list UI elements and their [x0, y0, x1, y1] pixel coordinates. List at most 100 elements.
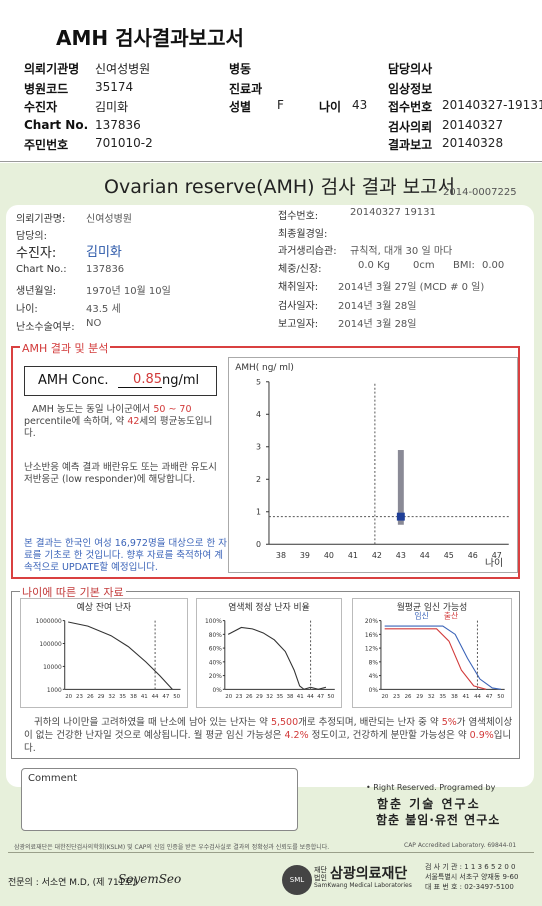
amh-x-tick-label: 47 — [492, 551, 502, 560]
amh-range-bar — [397, 450, 404, 525]
mini-x-tick-label: 35 — [439, 694, 446, 700]
mini-y-tick-label: 4% — [369, 674, 379, 680]
cycle-value: 규칙적, 대개 30 일 마다 — [350, 246, 453, 257]
summary-b: 개로 추정되며, 배란되는 난자 중 — [298, 717, 427, 728]
value-resident-no: 701010-2 — [95, 136, 153, 150]
lab-info-line: 검 사 기 관 : 1 1 3 6 5 2 0 0 — [425, 863, 516, 871]
amh-x-tick-label: 40 — [324, 551, 334, 560]
value-chart-no: 137836 — [95, 118, 141, 132]
birth-value: 1970년 10월 10일 — [86, 286, 171, 297]
pregnancy-chart: 월평균 임신 가능성 임신 출산 20% 16% 12% 8% 4% 0%20 23 26 29… — [352, 598, 512, 708]
amh-x-tick-label: 44 — [420, 551, 430, 560]
org-fertility-lab: 함춘 불임·유전 연구소 — [376, 813, 501, 827]
pregnancy-chart-title: 월평균 임신 가능성 — [397, 601, 468, 613]
amh-y-tick-label: 0 — [256, 540, 261, 549]
lab-info-line: 서울특별시 서초구 양재동 9-60 — [425, 873, 519, 881]
footer-divider — [8, 852, 534, 853]
normal-egg-chart: 염색체 정상 난자 비율 100%80%60%40%20%0%20 23 26 29 3… — [196, 598, 342, 708]
chart-value: 137836 — [86, 264, 125, 275]
amh-equiv-age: 42 — [127, 416, 140, 427]
foundation-name: 삼광의료재단 — [330, 866, 408, 882]
amh-conc-label: AMH Conc. — [38, 373, 109, 388]
mini-x-tick-label: 26 — [246, 694, 253, 700]
legend-pregnancy: 임신 — [414, 612, 428, 621]
amh-para-a: AMH 농도는 동일 나이군에서 — [32, 404, 151, 415]
label-request-date: 검사의뢰 — [388, 120, 433, 134]
eggs-curve — [68, 621, 173, 690]
summary-a: 귀하의 나이만을 고려하였을 때 난소에 남아 있는 난자는 약 — [34, 717, 268, 728]
amh-chart-title: AMH( ng/ ml) — [235, 363, 294, 373]
amh-x-tick-label: 41 — [348, 551, 358, 560]
label-sex: 성별 — [229, 100, 252, 114]
birth-curve — [384, 628, 487, 690]
height-value: 0cm — [413, 260, 435, 271]
summary-e: 정도이고, 건강하게 분만할 가능성은 약 — [311, 730, 467, 741]
label-hospital-code: 병원코드 — [24, 82, 69, 96]
label-receipt: 접수번호 — [388, 100, 433, 114]
mini-x-tick-label: 23 — [236, 694, 243, 700]
eggs-chart-title: 예상 잔여 난자 — [77, 601, 131, 613]
surgery-value: NO — [86, 318, 102, 329]
mini-x-tick-label: 44 — [307, 694, 314, 700]
cycle-label: 과거생리습관: — [278, 246, 337, 257]
mini-y-tick-label: 10000 — [43, 665, 62, 671]
mini-x-tick-label: 44 — [474, 694, 481, 700]
value-agency: 신여성병원 — [95, 62, 151, 76]
mini-y-tick-label: 1000 — [47, 688, 62, 694]
summary-eggs: 5,500 — [270, 717, 299, 728]
mini-x-tick-label: 41 — [297, 694, 304, 700]
amh-y-tick-label: 2 — [256, 475, 261, 484]
mini-x-tick-label: 50 — [327, 694, 334, 700]
mini-x-tick-label: 26 — [405, 694, 412, 700]
draw-label: 채취일자: — [278, 282, 319, 293]
mini-x-tick-label: 23 — [76, 694, 83, 700]
label-department: 진료과 — [229, 82, 263, 96]
mini-y-tick-label: 1000000 — [36, 619, 62, 625]
value-request-date: 20140327 — [442, 118, 504, 132]
lab-info: 검 사 기 관 : 1 1 3 6 5 2 0 0 서울특별시 서초구 양재동 … — [425, 862, 518, 892]
legend-birth: 출산 — [444, 611, 458, 621]
mini-x-tick-label: 29 — [256, 694, 263, 700]
amh-section-title: AMH 결과 및 분석 — [20, 340, 111, 356]
comment-label: Comment — [28, 773, 77, 784]
surgery-label: 난소수술여부: — [16, 322, 75, 333]
amh-patient-point — [396, 512, 405, 521]
amh-response-text: 난소반응 예측 결과 배란유도 또는 과배란 유도시 저반응군 (low res… — [24, 462, 217, 485]
amh-conc-value: 0.85 — [118, 372, 162, 388]
mini-x-tick-label: 38 — [130, 694, 137, 700]
report-number: 2014-0007225 — [443, 187, 517, 198]
agency-value: 신여성병원 — [86, 214, 132, 225]
amh-conc-box — [24, 366, 217, 396]
mini-y-tick-label: 40% — [209, 660, 222, 666]
mini-x-tick-label: 32 — [428, 694, 435, 700]
summary-birth-pct: 0.9% — [469, 730, 494, 741]
mini-x-tick-label: 26 — [87, 694, 94, 700]
mens-label: 최종월경일: — [278, 229, 328, 240]
doctor-name: 전문의 : 서소연 M.D, (제 711호) — [8, 878, 137, 888]
mini-y-tick-label: 0% — [213, 688, 223, 694]
amh-conc-unit: ng/ml — [162, 373, 200, 388]
mini-x-tick-label: 47 — [317, 694, 324, 700]
amh-data-note: 본 결과는 한국인 여성 16,972명을 대상으로 한 자료를 기초로 한 것… — [24, 538, 227, 573]
mini-y-tick-label: 100000 — [39, 642, 62, 648]
amh-percentile-text: AMH 농도는 동일 나이군에서 50 ~ 70 percentile에 속하며… — [24, 404, 220, 440]
age-label: 나이: — [16, 304, 38, 315]
amh-para-b: percentile에 속하며, 약 — [24, 416, 125, 427]
age-summary-text: 귀하의 나이만을 고려하였을 때 난소에 남아 있는 난자는 약 5,500개로… — [24, 716, 520, 755]
mini-y-tick-label: 100% — [205, 619, 222, 625]
amh-y-tick-label: 5 — [256, 378, 261, 387]
bmi-value: 0.00 — [482, 260, 505, 271]
mini-y-tick-label: 16% — [365, 633, 378, 639]
rights-text: • Right Reserved. Programed by — [366, 783, 496, 792]
mini-x-tick-label: 20 — [225, 694, 232, 700]
report-label: 보고일자: — [278, 319, 319, 330]
label-agency: 의뢰기관명 — [24, 62, 80, 76]
birth-label: 생년월일: — [16, 286, 57, 297]
label-report-date: 결과보고 — [388, 138, 433, 152]
label-chart-no: Chart No. — [24, 118, 89, 132]
amh-para-c: 세의 평균농도입니다. — [24, 416, 213, 439]
foundation-prefix: 재단법인 — [314, 866, 327, 882]
test-value: 2014년 3월 28일 — [338, 301, 417, 312]
comment-box[interactable] — [21, 768, 298, 831]
